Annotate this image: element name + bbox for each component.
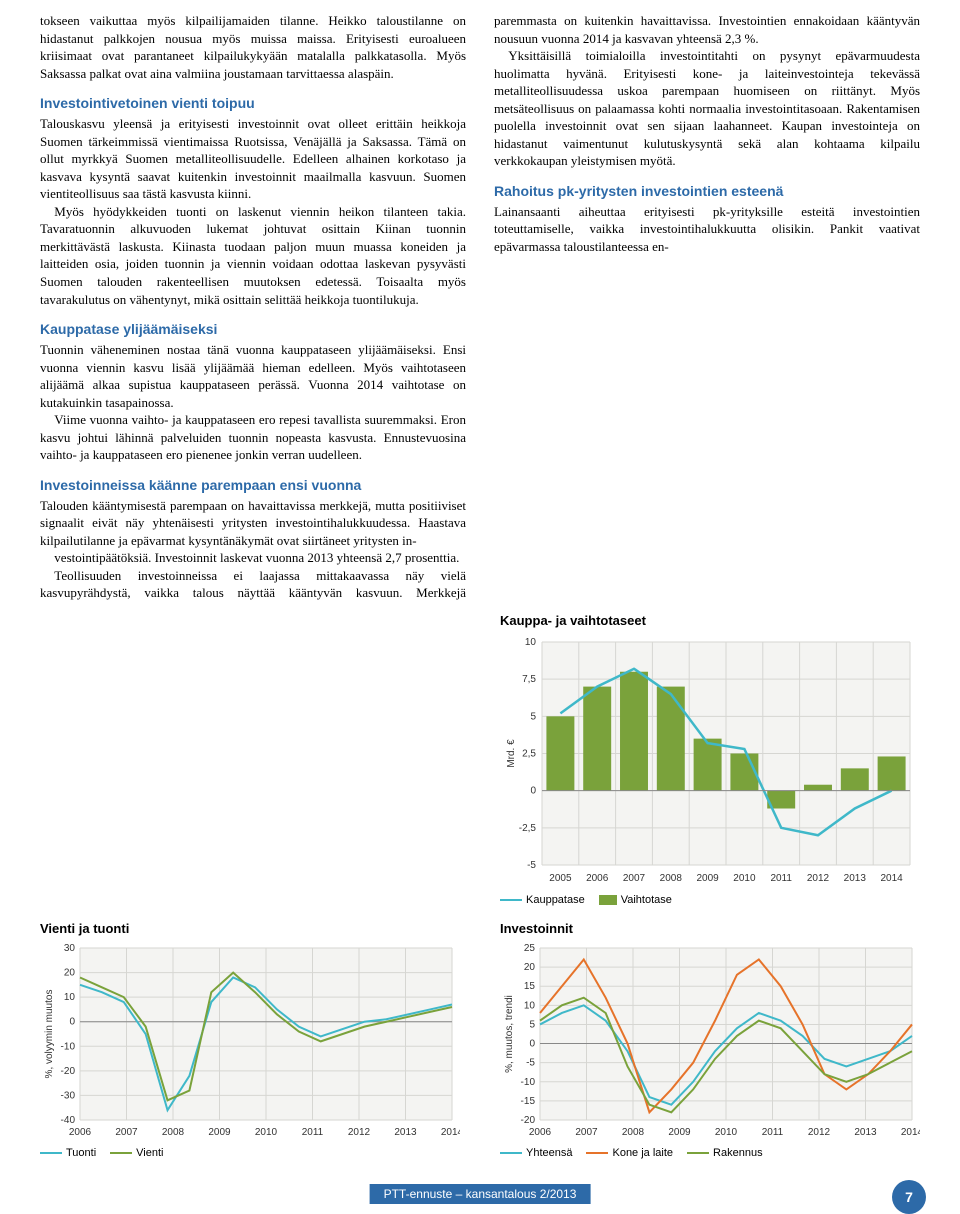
- svg-text:-20: -20: [521, 1115, 536, 1126]
- svg-text:2007: 2007: [623, 873, 646, 884]
- svg-text:2008: 2008: [162, 1127, 185, 1138]
- svg-text:2005: 2005: [549, 873, 572, 884]
- svg-text:-5: -5: [526, 1057, 535, 1068]
- svg-text:Mrd. €: Mrd. €: [506, 738, 517, 767]
- svg-text:2012: 2012: [348, 1127, 371, 1138]
- svg-text:2011: 2011: [302, 1127, 324, 1138]
- chart-legend: KauppataseVaihtotase: [500, 893, 920, 908]
- svg-text:30: 30: [64, 943, 76, 954]
- svg-text:%, muutos, trendi: %, muutos, trendi: [504, 995, 515, 1073]
- svg-text:2006: 2006: [586, 873, 609, 884]
- chart-kauppa-vaihtotaseet: Kauppa- ja vaihtotaseet -5 -2,5 0 2,5 5 7,5 10…: [500, 612, 920, 912]
- svg-text:2009: 2009: [208, 1127, 231, 1138]
- svg-text:-15: -15: [521, 1095, 536, 1106]
- svg-text:2007: 2007: [115, 1127, 138, 1138]
- footer-label: PTT-ennuste – kansantalous 2/2013: [370, 1184, 591, 1204]
- svg-text:2006: 2006: [529, 1127, 552, 1138]
- paragraph: Viime vuonna vaihto- ja kauppataseen ero…: [40, 411, 466, 464]
- svg-text:0: 0: [69, 1016, 75, 1027]
- paragraph: Tuonnin väheneminen nostaa tänä vuonna k…: [40, 341, 466, 411]
- paragraph: Myös hyödykkeiden tuonti on laskenut vie…: [40, 203, 466, 308]
- subheading: Rahoitus pk-yritysten investointien este…: [494, 182, 920, 201]
- svg-text:2014: 2014: [901, 1127, 920, 1138]
- svg-text:10: 10: [64, 992, 76, 1003]
- page-number: 7: [892, 1180, 926, 1214]
- svg-text:2012: 2012: [808, 1127, 831, 1138]
- svg-text:-10: -10: [521, 1076, 536, 1087]
- svg-text:20: 20: [64, 967, 76, 978]
- subheading: Investoinneissa käänne parempaan ensi vu…: [40, 476, 466, 495]
- svg-text:2012: 2012: [807, 873, 830, 884]
- svg-text:2013: 2013: [394, 1127, 417, 1138]
- svg-text:2007: 2007: [575, 1127, 598, 1138]
- chart-legend: TuontiVienti: [40, 1146, 460, 1161]
- svg-text:2011: 2011: [762, 1127, 784, 1138]
- svg-text:25: 25: [524, 943, 536, 954]
- svg-text:2009: 2009: [668, 1127, 691, 1138]
- svg-text:5: 5: [530, 711, 536, 722]
- paragraph: vestointipäätöksiä. Investoinnit laskeva…: [40, 549, 466, 567]
- svg-text:-30: -30: [61, 1090, 76, 1101]
- page-footer: PTT-ennuste – kansantalous 2/2013 7: [0, 1174, 960, 1214]
- svg-text:7,5: 7,5: [522, 674, 536, 685]
- svg-text:2011: 2011: [770, 873, 792, 884]
- chart-title: Investoinnit: [500, 920, 920, 938]
- svg-text:0: 0: [530, 785, 536, 796]
- svg-text:2013: 2013: [844, 873, 867, 884]
- chart-title: Kauppa- ja vaihtotaseet: [500, 612, 920, 630]
- svg-text:10: 10: [525, 637, 537, 648]
- svg-text:2010: 2010: [255, 1127, 278, 1138]
- subheading: Kauppatase ylijäämäiseksi: [40, 320, 466, 339]
- svg-text:%, volyymin muutos: %, volyymin muutos: [44, 989, 55, 1078]
- svg-text:5: 5: [529, 1019, 535, 1030]
- svg-text:2014: 2014: [880, 873, 903, 884]
- svg-text:-20: -20: [61, 1065, 76, 1076]
- svg-text:-40: -40: [61, 1115, 76, 1126]
- chart-title: Vienti ja tuonti: [40, 920, 460, 938]
- svg-text:10: 10: [524, 1000, 536, 1011]
- svg-text:0: 0: [529, 1038, 535, 1049]
- paragraph: tokseen vaikuttaa myös kilpailijamaiden …: [40, 12, 466, 82]
- svg-text:2010: 2010: [733, 873, 756, 884]
- chart-investoinnit: Investoinnit -20 -15 -10 -5 0 5 10 15 20 25 2006 20…: [500, 920, 920, 1160]
- subheading: Investointivetoinen vienti toipuu: [40, 94, 466, 113]
- svg-text:2008: 2008: [622, 1127, 645, 1138]
- svg-text:2006: 2006: [69, 1127, 92, 1138]
- paragraph: Talouskasvu yleensä ja erityisesti inves…: [40, 115, 466, 203]
- svg-text:-2,5: -2,5: [519, 822, 537, 833]
- svg-text:-5: -5: [527, 860, 536, 871]
- svg-text:2,5: 2,5: [522, 748, 536, 759]
- svg-text:2009: 2009: [696, 873, 719, 884]
- paragraph: Talouden kääntymisestä parempaan on hava…: [40, 497, 466, 550]
- svg-text:20: 20: [524, 962, 536, 973]
- chart-legend: YhteensäKone ja laiteRakennus: [500, 1146, 920, 1161]
- svg-text:-10: -10: [61, 1041, 76, 1052]
- svg-text:2008: 2008: [660, 873, 683, 884]
- svg-text:2013: 2013: [854, 1127, 877, 1138]
- paragraph: Yksittäisillä toimialoilla investointita…: [494, 47, 920, 170]
- svg-text:2010: 2010: [715, 1127, 738, 1138]
- paragraph: Lainansaanti aiheuttaa erityisesti pk-yr…: [494, 203, 920, 256]
- svg-text:15: 15: [524, 981, 536, 992]
- svg-text:2014: 2014: [441, 1127, 460, 1138]
- chart-vienti-tuonti: Vienti ja tuonti -40 -30 -20 -10 0 10 20 30 2006…: [40, 920, 460, 1160]
- article-body: tokseen vaikuttaa myös kilpailijamaiden …: [40, 12, 920, 602]
